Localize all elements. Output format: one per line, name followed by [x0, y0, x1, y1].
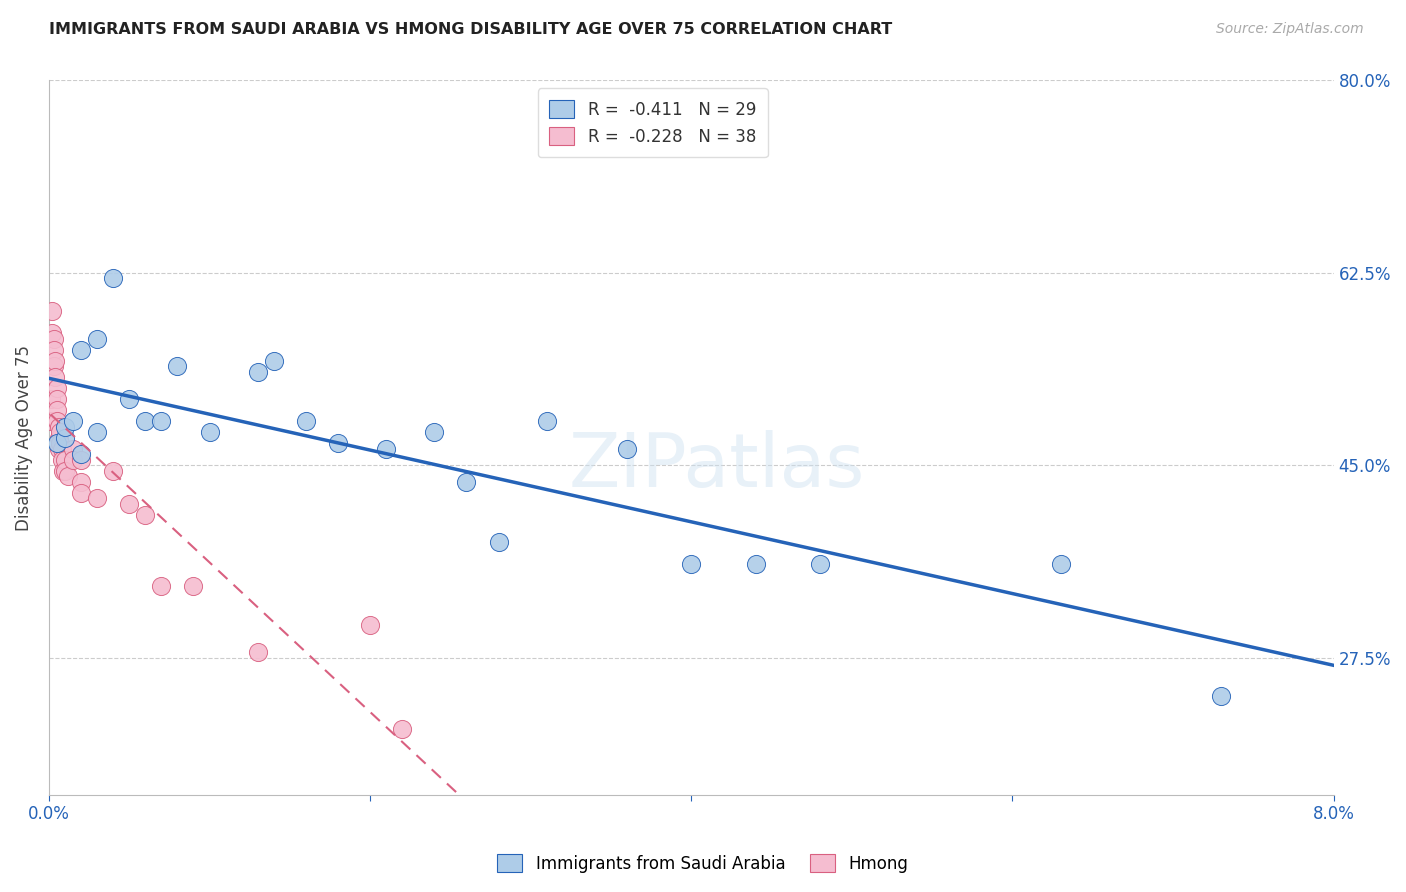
- Point: [44, 370, 66, 384]
- Point: [118, 496, 141, 510]
- Point: [150, 414, 173, 428]
- Point: [808, 557, 831, 571]
- Y-axis label: Disability Age Over 75: Disability Age Over 75: [15, 344, 32, 531]
- Point: [53, 419, 76, 434]
- Point: [681, 557, 703, 571]
- Legend: Immigrants from Saudi Arabia, Hmong: Immigrants from Saudi Arabia, Hmong: [491, 847, 915, 880]
- Point: [198, 425, 221, 439]
- Point: [48, 430, 70, 444]
- Point: [51, 452, 73, 467]
- Point: [62, 414, 84, 428]
- Point: [134, 508, 156, 522]
- Point: [263, 353, 285, 368]
- Point: [326, 436, 349, 450]
- Text: IMMIGRANTS FROM SAUDI ARABIA VS HMONG DISABILITY AGE OVER 75 CORRELATION CHART: IMMIGRANTS FROM SAUDI ARABIA VS HMONG DI…: [49, 22, 893, 37]
- Point: [70, 447, 93, 461]
- Point: [391, 722, 413, 736]
- Point: [616, 442, 638, 456]
- Point: [42, 343, 65, 357]
- Point: [118, 392, 141, 406]
- Point: [536, 414, 558, 428]
- Point: [58, 469, 80, 483]
- Point: [70, 452, 93, 467]
- Point: [39, 392, 62, 406]
- Point: [359, 617, 381, 632]
- Point: [49, 425, 72, 439]
- Point: [51, 442, 73, 456]
- Point: [46, 381, 69, 395]
- Point: [166, 359, 188, 373]
- Point: [39, 414, 62, 428]
- Point: [46, 403, 69, 417]
- Point: [42, 359, 65, 373]
- Point: [48, 442, 70, 456]
- Point: [103, 463, 125, 477]
- Text: ZIPatlas: ZIPatlas: [569, 430, 865, 502]
- Point: [62, 452, 84, 467]
- Point: [53, 430, 76, 444]
- Point: [488, 535, 510, 549]
- Point: [53, 452, 76, 467]
- Point: [423, 425, 446, 439]
- Point: [70, 343, 93, 357]
- Point: [46, 436, 69, 450]
- Point: [62, 442, 84, 456]
- Point: [246, 645, 269, 659]
- Point: [86, 331, 108, 345]
- Point: [41, 326, 63, 340]
- Point: [375, 442, 398, 456]
- Point: [42, 331, 65, 345]
- Point: [744, 557, 766, 571]
- Text: Source: ZipAtlas.com: Source: ZipAtlas.com: [1216, 22, 1364, 37]
- Point: [46, 392, 69, 406]
- Point: [150, 579, 173, 593]
- Point: [52, 463, 75, 477]
- Point: [70, 475, 93, 489]
- Point: [183, 579, 205, 593]
- Point: [48, 419, 70, 434]
- Point: [49, 436, 72, 450]
- Point: [44, 353, 66, 368]
- Point: [134, 414, 156, 428]
- Point: [246, 364, 269, 378]
- Legend: R =  -0.411   N = 29, R =  -0.228   N = 38: R = -0.411 N = 29, R = -0.228 N = 38: [537, 88, 768, 157]
- Point: [70, 485, 93, 500]
- Point: [41, 304, 63, 318]
- Point: [1211, 689, 1233, 703]
- Point: [46, 414, 69, 428]
- Point: [86, 491, 108, 505]
- Point: [53, 463, 76, 477]
- Point: [295, 414, 318, 428]
- Point: [456, 475, 478, 489]
- Point: [86, 425, 108, 439]
- Point: [103, 271, 125, 285]
- Point: [1049, 557, 1071, 571]
